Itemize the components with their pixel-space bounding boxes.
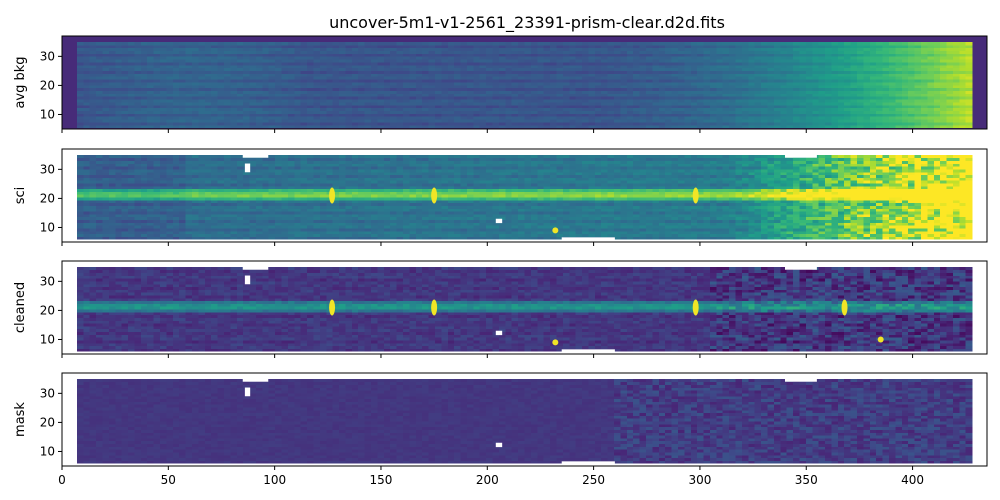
y-tick-label: 10 (40, 107, 55, 121)
x-tick-label: 400 (901, 473, 924, 487)
y-axis-label: sci (13, 187, 28, 205)
y-tick-label: 20 (40, 303, 55, 317)
y-tick-label: 30 (40, 162, 55, 176)
y-axis-label: cleaned (13, 282, 28, 333)
masked-gap (242, 373, 269, 382)
masked-gap (784, 373, 817, 382)
y-tick-label: 10 (40, 444, 55, 458)
y-tick-label: 30 (40, 274, 55, 288)
x-tick-label: 50 (161, 473, 176, 487)
axes-frame (61, 260, 988, 355)
masked-gap (561, 461, 615, 466)
y-tick-label: 20 (40, 415, 55, 429)
y-tick-label: 10 (40, 332, 55, 346)
panels: 10 20 30 avg bkg 10 20 30 sci 10 20 30 cleaned 10 20 3… (13, 35, 988, 487)
masked-gap (784, 149, 817, 158)
y-axis-label: mask (13, 402, 28, 437)
axes-frame (61, 148, 988, 243)
panel-cleaned: 10 20 30 cleaned (13, 260, 988, 358)
bright-feature (841, 299, 848, 316)
panel-sci: 10 20 30 sci (13, 148, 988, 246)
x-tick-label: 150 (370, 473, 393, 487)
x-tick-label: 300 (688, 473, 711, 487)
heatmap-cells (76, 41, 973, 129)
heatmap-cells (76, 154, 973, 240)
masked-gap (784, 261, 817, 270)
bright-feature (692, 187, 699, 204)
bright-feature (329, 299, 336, 316)
y-tick-label: 30 (40, 49, 55, 63)
axes-frame (61, 372, 988, 467)
axes-frame (61, 35, 988, 130)
figure-title: uncover-5m1-v1-2561_23391-prism-clear.d2… (329, 13, 725, 33)
x-tick-label: 200 (476, 473, 499, 487)
masked-pixel (244, 387, 251, 397)
masked-gap (561, 349, 615, 354)
masked-gap (242, 261, 269, 270)
bright-feature (552, 227, 559, 234)
masked-pixel (495, 218, 503, 224)
x-tick-label: 250 (582, 473, 605, 487)
panel-avg_bkg: 10 20 30 avg bkg (13, 35, 988, 133)
masked-pixel (495, 442, 503, 448)
heatmap-cells (76, 266, 973, 352)
x-tick-label: 0 (58, 473, 66, 487)
masked-gap (242, 149, 269, 158)
bright-feature (431, 187, 438, 204)
bright-feature (329, 187, 336, 204)
bright-feature (431, 299, 438, 316)
y-tick-label: 20 (40, 191, 55, 205)
bright-feature (552, 339, 559, 346)
heatmap-cells (76, 378, 973, 464)
bright-feature (692, 299, 699, 316)
y-tick-label: 20 (40, 78, 55, 92)
masked-pixel (244, 275, 251, 285)
masked-gap (561, 237, 615, 242)
y-tick-label: 10 (40, 220, 55, 234)
x-tick-label: 100 (263, 473, 286, 487)
masked-pixel (244, 163, 251, 173)
y-axis-label: avg bkg (13, 56, 28, 108)
x-tick-label: 350 (795, 473, 818, 487)
bright-feature (877, 336, 884, 343)
masked-pixel (495, 330, 503, 336)
y-tick-label: 30 (40, 386, 55, 400)
